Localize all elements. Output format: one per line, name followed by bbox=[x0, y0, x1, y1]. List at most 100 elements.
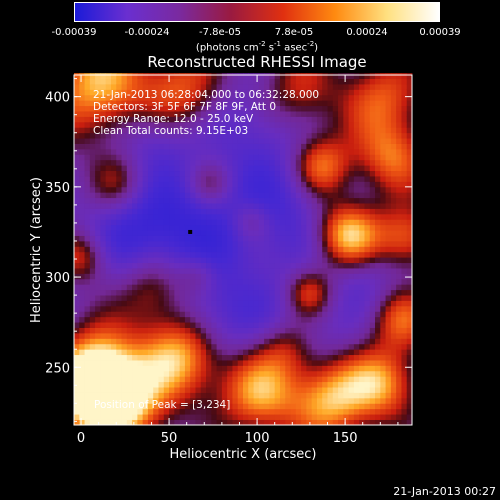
heatmap-cell bbox=[390, 240, 397, 247]
heatmap-cell bbox=[163, 143, 170, 150]
heatmap-cell bbox=[216, 289, 223, 296]
heatmap-cell bbox=[132, 305, 138, 312]
heatmap-cell bbox=[142, 284, 149, 291]
heatmap-cell bbox=[385, 354, 392, 361]
heatmap-cell bbox=[348, 332, 355, 339]
heatmap-cell bbox=[338, 354, 344, 361]
heatmap-cell bbox=[364, 414, 371, 420]
heatmap-cell bbox=[84, 343, 91, 350]
heatmap-cell bbox=[253, 159, 260, 166]
heatmap-cell bbox=[89, 251, 96, 258]
heatmap-cell bbox=[232, 397, 239, 404]
heatmap-cell bbox=[206, 132, 212, 139]
heatmap-cell bbox=[232, 219, 239, 226]
heatmap-cell bbox=[142, 251, 149, 258]
heatmap-cell bbox=[147, 89, 154, 96]
heatmap-cell bbox=[200, 78, 207, 85]
heatmap-cell bbox=[290, 332, 297, 339]
heatmap-cell bbox=[306, 419, 313, 426]
heatmap-cell bbox=[174, 181, 181, 188]
heatmap-cell bbox=[396, 322, 402, 328]
heatmap-cell bbox=[206, 262, 212, 269]
heatmap-cell bbox=[95, 354, 101, 361]
heatmap-cell bbox=[396, 343, 402, 350]
heatmap-cell bbox=[200, 403, 207, 410]
heatmap-cell bbox=[221, 251, 228, 258]
heatmap-cell bbox=[147, 246, 154, 253]
heatmap-cell bbox=[274, 284, 281, 291]
heatmap-cell bbox=[295, 132, 302, 139]
heatmap-cell bbox=[74, 138, 80, 144]
heatmap-cell bbox=[163, 268, 170, 274]
heatmap-cell bbox=[158, 273, 165, 280]
heatmap-cell bbox=[153, 105, 159, 112]
heatmap-cell bbox=[332, 73, 339, 80]
heatmap-cell bbox=[327, 224, 334, 231]
heatmap-cell bbox=[174, 94, 181, 101]
heatmap-cell bbox=[126, 332, 133, 339]
heatmap-cell bbox=[163, 203, 170, 209]
heatmap-cell bbox=[110, 268, 117, 274]
heatmap-cell bbox=[390, 365, 397, 372]
heatmap-cell bbox=[179, 327, 186, 334]
heatmap-cell bbox=[232, 419, 239, 426]
heatmap-cell bbox=[306, 84, 313, 90]
heatmap-cell bbox=[316, 143, 323, 150]
heatmap-cell bbox=[84, 365, 91, 372]
heatmap-cell bbox=[195, 354, 202, 361]
heatmap-cell bbox=[322, 148, 328, 155]
heatmap-cell bbox=[95, 240, 101, 247]
heatmap-cell bbox=[206, 365, 212, 372]
heatmap-cell bbox=[195, 403, 202, 410]
heatmap-cell bbox=[269, 370, 276, 377]
heatmap-cell bbox=[169, 154, 175, 161]
heatmap-cell bbox=[84, 414, 91, 420]
heatmap-cell bbox=[121, 116, 128, 123]
heatmap-cell bbox=[158, 387, 165, 393]
heatmap-cell bbox=[147, 176, 154, 182]
heatmap-cell bbox=[348, 289, 355, 296]
heatmap-cell bbox=[359, 251, 365, 258]
heatmap-cell bbox=[332, 78, 339, 85]
heatmap-cell bbox=[79, 148, 85, 155]
heatmap-cell bbox=[359, 208, 365, 215]
heatmap-cell bbox=[74, 121, 80, 128]
heatmap-cell bbox=[95, 419, 101, 426]
heatmap-cell bbox=[375, 370, 381, 377]
heatmap-cell bbox=[105, 73, 112, 80]
heatmap-cell bbox=[253, 403, 260, 410]
heatmap-cell bbox=[327, 387, 334, 393]
heatmap-cell bbox=[295, 94, 302, 101]
heatmap-cell bbox=[84, 289, 91, 296]
heatmap-cell bbox=[105, 338, 112, 345]
heatmap-cell bbox=[327, 343, 334, 350]
heatmap-cell bbox=[79, 235, 85, 242]
heatmap-cell bbox=[169, 311, 175, 318]
heatmap-cell bbox=[153, 170, 159, 177]
heatmap-cell bbox=[353, 121, 360, 128]
heatmap-cell bbox=[316, 127, 323, 134]
heatmap-cell bbox=[279, 84, 286, 90]
heatmap-cell bbox=[311, 148, 318, 155]
heatmap-cell bbox=[322, 284, 328, 291]
heatmap-cell bbox=[95, 273, 101, 280]
heatmap-cell bbox=[348, 284, 355, 291]
heatmap-cell bbox=[359, 235, 365, 242]
heatmap-cell bbox=[116, 365, 122, 372]
heatmap-cell bbox=[184, 159, 191, 166]
heatmap-cell bbox=[237, 268, 244, 274]
heatmap-cell bbox=[390, 381, 397, 388]
heatmap-cell bbox=[258, 343, 265, 350]
heatmap-cell bbox=[79, 349, 85, 356]
heatmap-cell bbox=[290, 397, 297, 404]
heatmap-cell bbox=[364, 132, 371, 139]
heatmap-cell bbox=[311, 94, 318, 101]
heatmap-cell bbox=[385, 192, 392, 199]
heatmap-cell bbox=[385, 284, 392, 291]
heatmap-cell bbox=[401, 397, 408, 404]
heatmap-cell bbox=[385, 197, 392, 204]
heatmap-cell bbox=[195, 78, 202, 85]
heatmap-cell bbox=[211, 224, 217, 231]
heatmap-cell bbox=[89, 387, 96, 393]
heatmap-cell bbox=[100, 235, 107, 242]
